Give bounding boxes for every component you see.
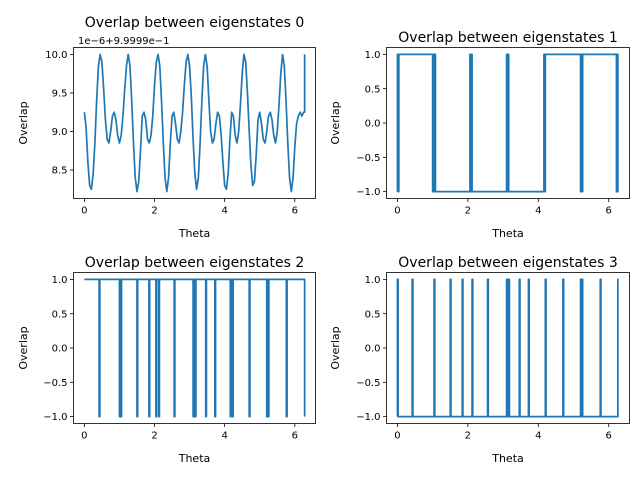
subplot-1-ytick-label: −0.5 [356,153,380,164]
subplot-1-xtick-label: 6 [606,206,612,217]
subplot-3-ytick-label: 0.0 [365,344,381,355]
subplot-1-ytick-label: −1.0 [356,187,380,198]
subplot-2: Overlap between eigenstates 2 0 2 4 6 −1.0 −0… [17,255,316,465]
subplot-3-ticks-layer: 0 2 4 6 −1.0 −0.5 0.0 0.5 1.0 [356,275,612,442]
subplot-1-title: Overlap between eigenstates 1 [398,30,617,46]
subplot-0-xtick-label: 6 [292,206,298,217]
subplot-0-ticks-layer: 0 2 4 6 8.5 9.0 9.5 10.0 [45,50,298,216]
subplot-1-xtick-label: 0 [394,206,400,217]
subplot-2-ytick-label: 1.0 [52,275,68,286]
subplot-0-ytick-label: 8.5 [52,166,68,177]
subplot-2-ytick-label: −0.5 [43,378,67,389]
subplot-2-xtick-label: 6 [292,431,298,442]
subplot-2-ylabel: Overlap [17,326,30,369]
subplot-0: Overlap between eigenstates 0 1e−6+9.999… [17,15,316,240]
subplot-1-frame [386,47,630,199]
subplot-3-ytick-label: −0.5 [356,378,380,389]
subplot-2-xtick-label: 2 [151,431,157,442]
subplot-1-series-line-0 [396,53,619,193]
subplot-1-ytick-label: 1.0 [365,50,381,61]
subplot-0-ytick-label: 9.0 [52,127,68,138]
subplot-2-ticks-layer: 0 2 4 6 −1.0 −0.5 0.0 0.5 1.0 [43,275,298,442]
subplot-2-xtick-label: 0 [81,431,87,442]
subplot-3-ytick-label: 0.5 [365,309,381,320]
subplot-0-ylabel: Overlap [17,101,30,144]
subplot-0-title: Overlap between eigenstates 0 [85,15,304,31]
subplot-0-xlabel: Theta [178,227,211,240]
subplot-3: Overlap between eigenstates 3 0 2 4 6 −1.0 −0… [329,255,630,465]
subplot-1-ticks-layer: 0 2 4 6 −1.0 −0.5 0.0 0.5 1.0 [356,50,612,217]
subplot-0-ytick-label: 10.0 [45,50,67,61]
subplot-2-title: Overlap between eigenstates 2 [85,255,304,271]
subplot-0-ytick-label: 9.5 [52,89,68,100]
subplot-1-series-layer [396,53,619,193]
subplot-0-series-layer [83,53,306,193]
subplot-1: Overlap between eigenstates 1 0 2 4 6 −1.0 −0… [329,30,630,240]
subplot-3-series-line-0 [396,278,619,418]
subplot-1-ytick-label: 0.5 [365,84,381,95]
subplot-3-xtick-label: 2 [465,431,471,442]
subplot-1-xtick-label: 2 [465,206,471,217]
subplot-0-xtick-label: 2 [151,206,157,217]
subplot-3-xtick-label: 4 [535,431,541,442]
subplot-3-title: Overlap between eigenstates 3 [398,255,617,271]
subplot-2-ytick-label: −1.0 [43,412,67,423]
subplot-3-xtick-label: 0 [394,431,400,442]
subplot-0-series-line-0 [83,53,306,193]
subplot-3-ylabel: Overlap [329,326,342,369]
subplot-2-xtick-label: 4 [221,431,227,442]
subplot-3-ytick-label: −1.0 [356,412,380,423]
subplot-3-xtick-label: 6 [606,431,612,442]
subplot-3-ytick-label: 1.0 [365,275,381,286]
subplot-2-ytick-label: 0.5 [52,309,68,320]
subplot-1-xtick-label: 4 [535,206,541,217]
subplot-0-offset-text: 1e−6+9.9999e−1 [78,36,170,47]
subplot-0-xtick-label: 0 [81,206,87,217]
subplot-2-series-layer [84,278,306,418]
subplot-1-ytick-label: 0.0 [365,119,381,130]
subplot-2-frame [73,272,316,424]
subplot-2-series-line-0 [84,278,306,418]
subplot-3-frame [386,272,630,424]
subplot-2-xlabel: Theta [178,452,211,465]
subplot-1-xlabel: Theta [491,227,524,240]
subplot-2-ytick-label: 0.0 [52,344,68,355]
subplot-0-frame [73,47,316,199]
subplot-0-xtick-label: 4 [221,206,227,217]
subplot-1-ylabel: Overlap [329,101,342,144]
subplot-3-xlabel: Theta [491,452,524,465]
subplot-3-series-layer [396,278,619,418]
